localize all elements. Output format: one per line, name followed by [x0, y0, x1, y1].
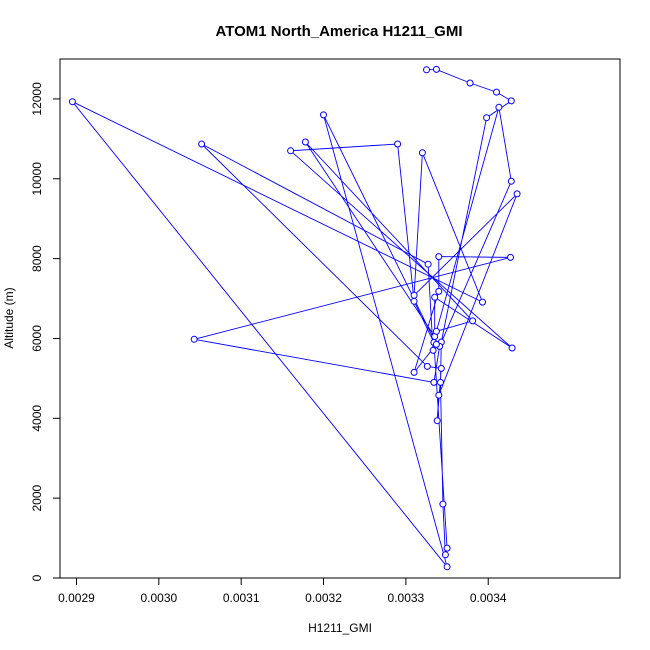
- data-point: [443, 563, 451, 571]
- x-tick-label: 0.0032: [305, 591, 342, 605]
- data-point: [433, 417, 441, 425]
- data-point: [410, 297, 418, 305]
- data-point: [507, 177, 515, 185]
- data-point: [437, 364, 445, 372]
- data-point: [198, 140, 206, 148]
- series-points: [68, 65, 521, 571]
- data-point: [320, 111, 327, 119]
- data-point: [441, 551, 449, 559]
- data-point: [513, 190, 521, 198]
- x-tick-label: 0.0034: [470, 591, 507, 605]
- y-tick-label: 2000: [30, 484, 44, 511]
- data-point: [424, 260, 432, 268]
- data-point: [443, 544, 451, 552]
- x-tick-label: 0.0030: [140, 591, 177, 605]
- y-axis: 0 2000 4000 6000 8000 10000 12000: [30, 82, 61, 581]
- data-point: [437, 378, 444, 386]
- data-point: [429, 346, 437, 354]
- y-axis-label: Altitude (m): [2, 287, 16, 348]
- data-point: [68, 98, 76, 106]
- data-point: [432, 65, 440, 73]
- data-point: [432, 327, 440, 335]
- data-point: [410, 368, 418, 376]
- x-tick-label: 0.0031: [223, 591, 260, 605]
- data-point: [190, 335, 198, 343]
- data-point: [479, 298, 486, 306]
- data-point: [394, 140, 402, 148]
- x-tick-label: 0.0029: [58, 591, 95, 605]
- data-point: [410, 291, 418, 299]
- chart-title: ATOM1 North_America H1211_GMI: [215, 23, 462, 40]
- data-point: [493, 88, 500, 96]
- y-tick-label: 4000: [30, 405, 44, 432]
- x-tick-label: 0.0033: [388, 591, 425, 605]
- data-point: [287, 147, 295, 155]
- y-tick-label: 8000: [30, 245, 44, 272]
- data-point: [483, 114, 491, 122]
- data-point: [430, 378, 438, 386]
- data-point: [466, 79, 474, 87]
- y-tick-label: 6000: [30, 325, 44, 352]
- y-tick-label: 10000: [30, 162, 44, 196]
- data-point: [301, 138, 309, 146]
- data-point: [435, 287, 443, 295]
- data-point: [507, 97, 515, 105]
- data-point: [418, 149, 426, 157]
- y-tick-label: 0: [30, 574, 44, 581]
- data-point: [423, 66, 430, 74]
- data-point: [469, 317, 477, 325]
- data-point: [507, 253, 514, 261]
- data-point: [423, 362, 431, 370]
- x-axis: 0.0029 0.0030 0.0031 0.0032 0.0033 0.0034: [58, 577, 507, 605]
- data-point: [435, 253, 443, 261]
- y-tick-label: 12000: [30, 82, 44, 116]
- data-point: [431, 293, 439, 301]
- data-point: [495, 103, 503, 111]
- data-point: [432, 340, 440, 348]
- data-point: [439, 500, 447, 508]
- data-point: [508, 344, 516, 352]
- x-axis-label: H1211_GMI: [308, 621, 372, 635]
- data-point: [435, 391, 443, 399]
